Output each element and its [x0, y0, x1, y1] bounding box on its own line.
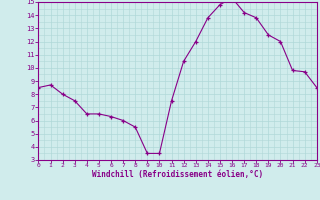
X-axis label: Windchill (Refroidissement éolien,°C): Windchill (Refroidissement éolien,°C) [92, 170, 263, 179]
